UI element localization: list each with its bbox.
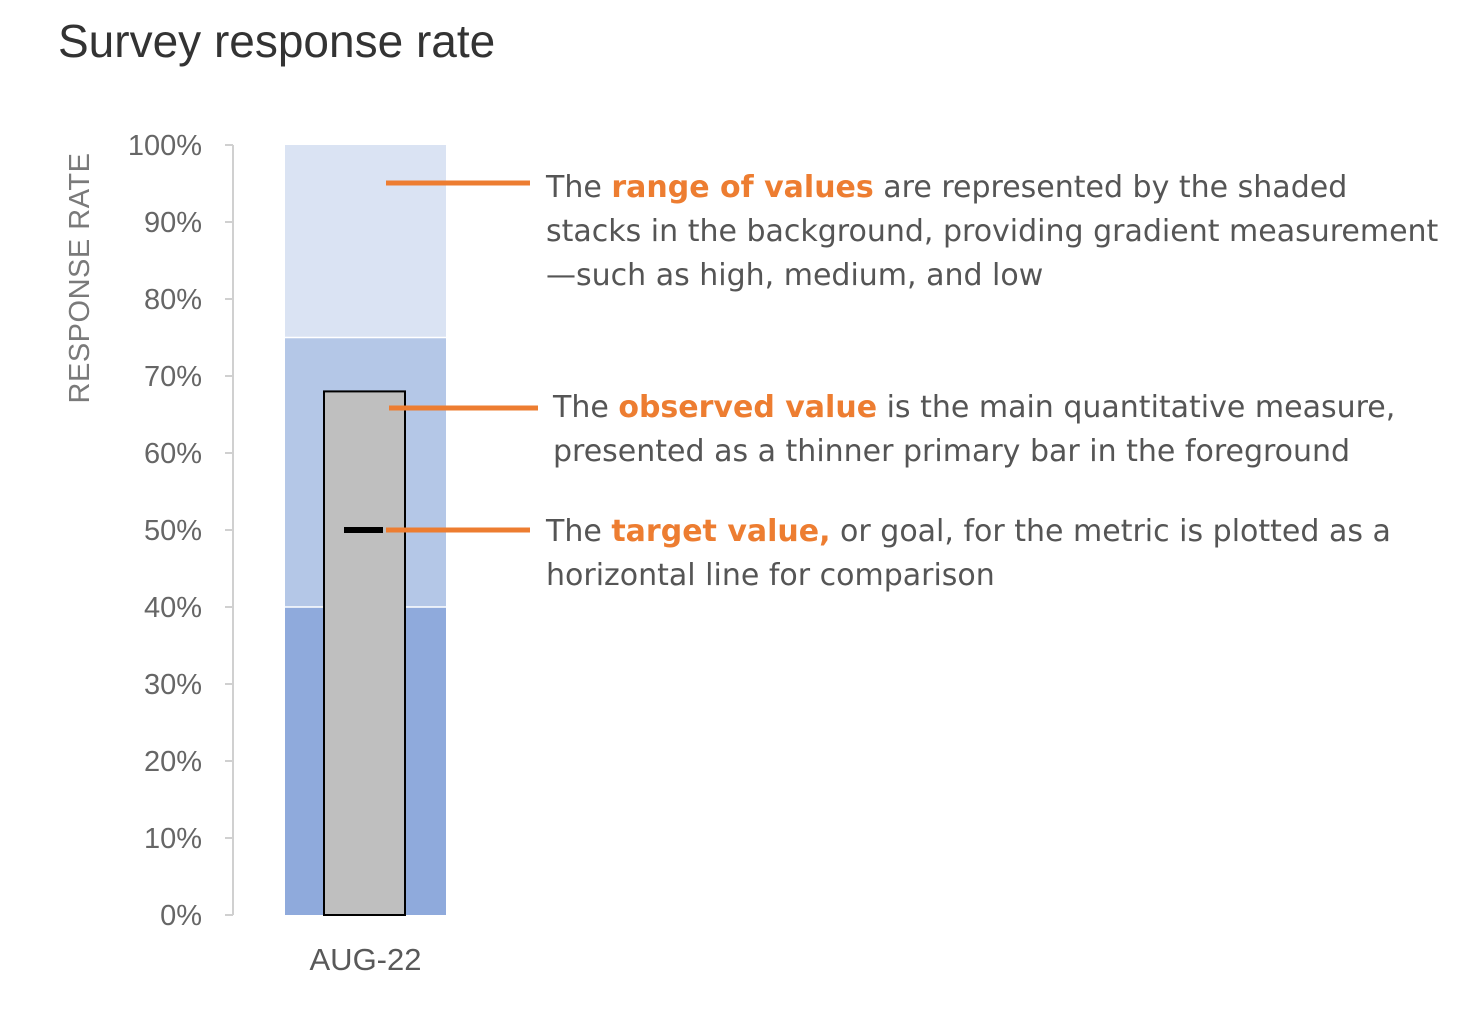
x-category-label: AUG-22 <box>310 942 422 977</box>
chart-title: Survey response rate <box>58 15 496 67</box>
annotation-range-post: are represented by the shaded stacks in … <box>546 170 1439 293</box>
range-band-2 <box>285 145 446 338</box>
annotation-range-pre: The <box>546 170 612 205</box>
annotation-target-highlight: target value, <box>611 514 831 549</box>
annotation-observed-highlight: observed value <box>618 390 878 425</box>
y-tick-label: 60% <box>144 438 202 470</box>
y-tick-label: 30% <box>144 669 202 701</box>
annotation-range-highlight: range of values <box>611 170 874 205</box>
observed-bar <box>323 390 406 916</box>
annotation-target: The target value, or goal, for the metri… <box>546 510 1456 598</box>
annotation-target-pre: The <box>546 514 612 549</box>
y-tick-label: 0% <box>160 900 202 932</box>
y-tick-label: 50% <box>144 515 202 547</box>
y-tick-label: 70% <box>144 361 202 393</box>
y-axis-title: RESPONSE RATE <box>64 153 96 404</box>
y-tick-label: 20% <box>144 746 202 778</box>
y-tick-label: 10% <box>144 823 202 855</box>
y-tick-label: 90% <box>144 207 202 239</box>
annotation-observed-post: is the main quantitative measure, presen… <box>553 390 1396 469</box>
y-tick-label: 80% <box>144 284 202 316</box>
annotation-range: The range of values are represented by t… <box>546 166 1446 298</box>
annotation-target-post: or goal, for the metric is plotted as a … <box>546 514 1391 593</box>
y-tick-label: 100% <box>128 130 202 162</box>
y-tick-label: 40% <box>144 592 202 624</box>
annotation-observed-pre: The <box>553 390 619 425</box>
annotation-observed: The observed value is the main quantitat… <box>553 386 1453 474</box>
